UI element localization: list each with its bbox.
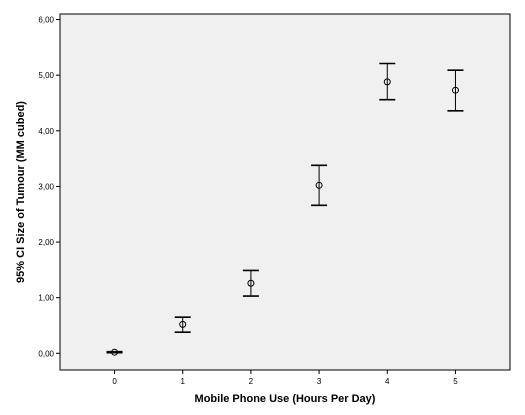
x-tick-label: 2 xyxy=(249,377,254,386)
x-tick-label: 0 xyxy=(112,377,117,386)
x-tick-label: 3 xyxy=(317,377,322,386)
x-tick-label: 1 xyxy=(181,377,186,386)
y-tick-label: 1,00 xyxy=(38,294,54,303)
y-tick-label: 5,00 xyxy=(38,71,54,80)
y-tick-label: 4,00 xyxy=(38,127,54,136)
y-tick-label: 6,00 xyxy=(38,16,54,25)
x-tick-label: 5 xyxy=(453,377,458,386)
x-axis-title: Mobile Phone Use (Hours Per Day) xyxy=(195,393,376,405)
x-axis: 0 1 2 3 4 5 xyxy=(112,370,458,386)
y-tick-label: 3,00 xyxy=(38,182,54,191)
y-tick-label: 0,00 xyxy=(38,349,54,358)
plot-area xyxy=(60,14,510,370)
x-tick-label: 4 xyxy=(385,377,390,386)
y-axis: 0,00 1,00 2,00 3,00 4,00 5,00 6,00 xyxy=(38,16,60,359)
y-tick-label: 2,00 xyxy=(38,238,54,247)
y-axis-title: 95% CI Size of Tumour (MM cubed) xyxy=(15,101,27,283)
